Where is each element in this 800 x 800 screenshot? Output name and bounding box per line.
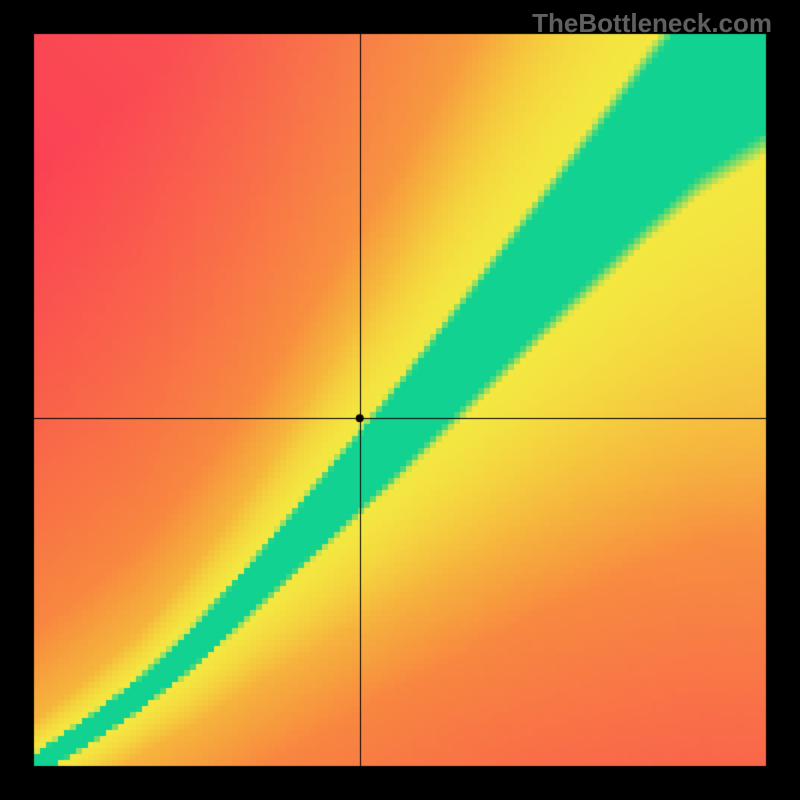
bottleneck-heatmap bbox=[0, 0, 800, 800]
watermark-text: TheBottleneck.com bbox=[532, 8, 772, 39]
